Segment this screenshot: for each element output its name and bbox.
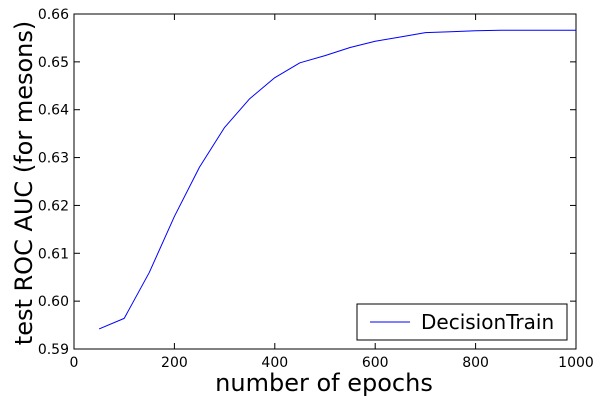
x-tick-label: 200 [161, 355, 188, 371]
y-tick-label: 0.65 [38, 55, 69, 71]
y-tick-label: 0.59 [38, 342, 69, 358]
ticks: 0 200 400 600 800 1000 0.59 0.60 0.61 0.62 0.63 0.6… [38, 7, 594, 371]
legend-label: DecisionTrain [421, 310, 554, 334]
plot-frame [73, 13, 577, 350]
y-tick-label: 0.64 [38, 103, 69, 119]
x-tick-label: 0 [70, 355, 79, 371]
plot-area [73, 13, 577, 350]
series [98, 29, 576, 330]
x-tick-label: 400 [261, 355, 288, 371]
x-tick-label: 800 [462, 355, 489, 371]
y-tick-label: 0.62 [38, 198, 69, 214]
x-tick-label: 600 [362, 355, 389, 371]
y-tick-label: 0.61 [38, 246, 69, 262]
y-tick-label: 0.66 [38, 7, 69, 23]
series-line-decisiontrain [98, 29, 576, 330]
y-tick-label: 0.63 [38, 151, 69, 167]
legend: DecisionTrain [356, 303, 568, 341]
y-tick-label: 0.60 [38, 294, 69, 310]
x-axis-label: number of epochs [215, 369, 433, 397]
y-axis-label: test ROC AUC (for mesons) [10, 21, 38, 345]
x-tick-label: 1000 [558, 355, 594, 371]
